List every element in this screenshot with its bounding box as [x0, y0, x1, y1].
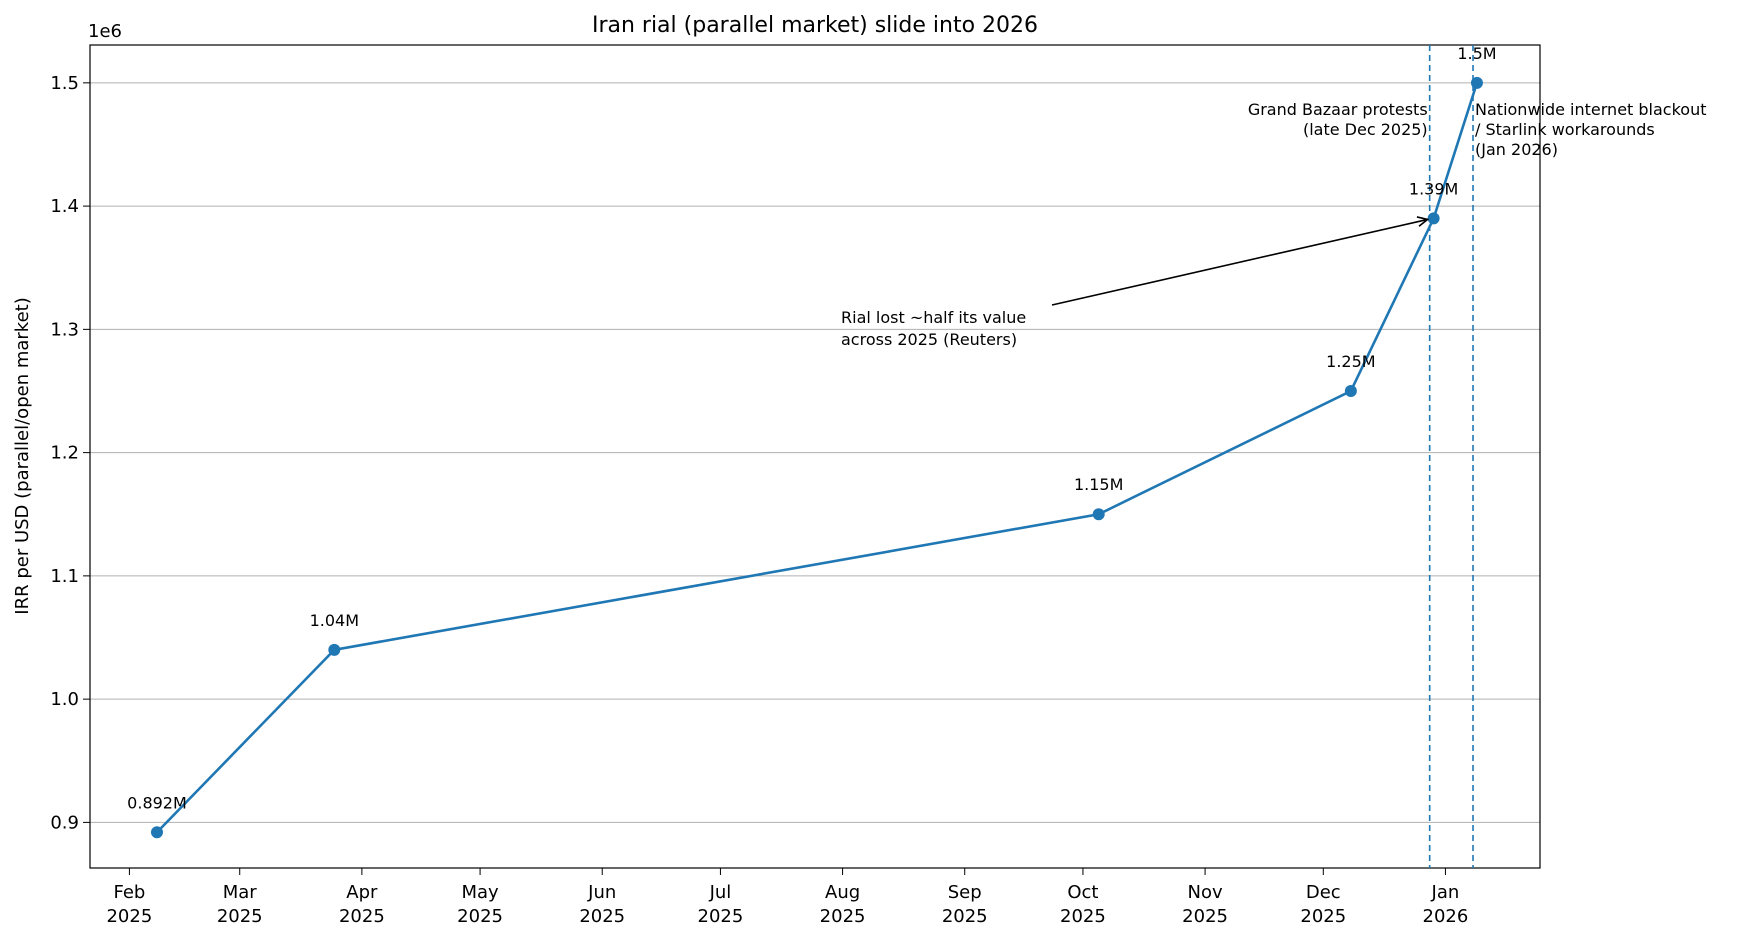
event-label: Grand Bazaar protests (late Dec 2025): [1248, 100, 1428, 139]
event-label: Nationwide internet blackout / Starlink w…: [1475, 100, 1706, 159]
x-tick-label: May 2025: [457, 882, 503, 927]
annotation-text: Rial lost ~half its value across 2025 (Re…: [841, 308, 1026, 349]
annotation-arrow: [1051, 218, 1428, 306]
value-label: 1.15M: [1074, 475, 1123, 494]
value-label: 1.25M: [1326, 352, 1375, 371]
plot-frame: [89, 44, 1541, 869]
data-point: [1344, 384, 1357, 397]
x-tick-label: Apr 2025: [339, 882, 385, 927]
value-label: 1.39M: [1409, 179, 1458, 198]
line-series: [156, 82, 1479, 834]
y-offset-label: 1e6: [88, 21, 122, 42]
data-point: [1470, 76, 1483, 89]
x-tick-label: Mar 2025: [217, 882, 263, 927]
y-tick-label: 1.4: [50, 196, 79, 217]
x-tick-label: Jan 2026: [1423, 882, 1469, 927]
data-point: [150, 826, 163, 839]
value-label: 0.892M: [127, 793, 187, 812]
x-tick-label: Jul 2025: [698, 882, 744, 927]
chart-title: Iran rial (parallel market) slide into 2…: [592, 13, 1038, 38]
y-tick-label: 1.3: [50, 319, 79, 340]
data-point: [1427, 212, 1440, 225]
x-tick-label: Dec 2025: [1300, 882, 1346, 927]
value-label: 1.04M: [310, 611, 359, 630]
data-point: [1092, 508, 1105, 521]
x-tick-label: Oct 2025: [1060, 882, 1106, 927]
arrow-head: [1416, 216, 1430, 227]
y-tick-label: 1.1: [50, 566, 79, 587]
data-point: [328, 643, 341, 656]
y-tick-label: 1.0: [50, 689, 79, 710]
y-tick-label: 1.2: [50, 443, 79, 464]
value-label: 1.5M: [1457, 44, 1496, 63]
x-tick-label: Jun 2025: [579, 882, 625, 927]
x-tick-label: Aug 2025: [820, 882, 866, 927]
x-tick-label: Sep 2025: [942, 882, 988, 927]
x-tick-label: Feb 2025: [106, 882, 152, 927]
x-tick-label: Nov 2025: [1182, 882, 1228, 927]
y-axis-label: IRR per USD (parallel/open market): [12, 297, 33, 614]
y-tick-label: 0.9: [50, 812, 79, 833]
y-tick-label: 1.5: [50, 73, 79, 94]
